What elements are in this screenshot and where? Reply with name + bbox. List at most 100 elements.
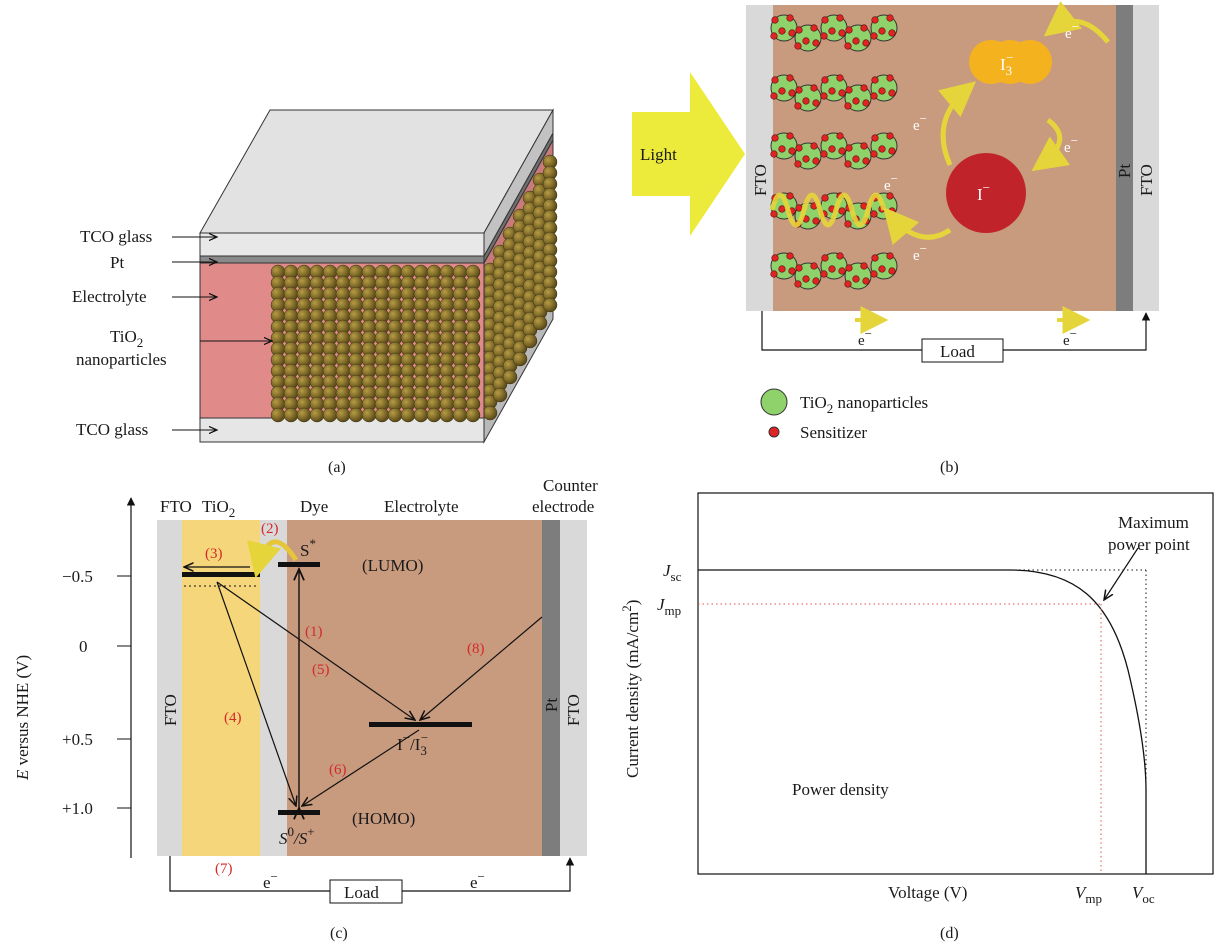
step-4: (4) [224,710,242,726]
sensitizer-dot [836,14,844,22]
label-tio2: TiO2 [110,327,143,350]
tick-label-c-3: +0.5 [62,730,93,749]
electron-b-2: e− [913,111,927,134]
sensitizer-dot [888,207,896,215]
pt-b [1116,5,1133,311]
fto-left-b [746,5,773,311]
jv-curve [698,569,1147,874]
sensitizer-dot [810,24,818,32]
redox-level [369,722,472,727]
sensitizer-dot [886,74,894,82]
fto-left-b-label: FTO [751,164,770,196]
sensitizer-dot [862,99,870,107]
sensitizer-dot [770,32,778,40]
sensitizer-dot [871,134,879,142]
panel-a: TCO glass Pt Electrolyte TiO2 nanopartic… [72,108,558,476]
triiodide-label: I3− [1000,50,1014,78]
sensitizer-dot [852,97,860,105]
step-5: (5) [312,662,330,678]
sensitizer-dot [836,132,844,140]
tio2-ball [322,407,338,423]
sensitizer-dot [821,16,829,24]
label-tco-top: TCO glass [80,227,152,246]
sensitizer-dot [778,205,786,213]
sensitizer-dot [802,37,810,45]
tio2-ball [482,405,498,421]
step-8: (8) [467,641,485,657]
tio2-ball [348,407,364,423]
sensitizer-dot [795,204,803,212]
top-glass-side [483,108,554,258]
sensitizer-dot [878,145,886,153]
sensitizer-dot [838,267,846,275]
arrow-4-recomb-dye [216,581,296,806]
sensitizer-dot [788,29,796,37]
label-electrolyte: Electrolyte [72,287,147,306]
x-axis-label-d: Voltage (V) [888,883,967,902]
sensitizer-dot [771,76,779,84]
homo-label: (HOMO) [352,809,415,828]
sensitizer-dot [786,14,794,22]
tio2-ball [452,407,468,423]
arrow-8-reduction [420,616,543,720]
sensitizer-dot [802,155,810,163]
sensitizer-dot [845,264,853,272]
sensitizer-dot [888,147,896,155]
sensitizer-dot [786,252,794,260]
sensitizer-dot [828,145,836,153]
sensitizer-dot [888,267,896,275]
tio2-ball [542,297,558,313]
step-7: (7) [215,861,233,877]
sensitizer-dot [771,16,779,24]
tio2-ball [465,407,481,423]
sensitizer-dot [870,270,878,278]
sensitizer-dot [778,87,786,95]
sensitizer-dot [878,27,886,35]
sensitizer-dot [886,192,894,200]
sensitizer-dot [838,207,846,215]
load-box-b [921,338,1004,363]
sensitizer-dot [836,74,844,82]
y-axis-label-d: Current density (mA/cm2) [619,600,642,778]
tio2-ball [413,407,429,423]
arrow-e-to-triiodide [1043,1,1110,44]
sensitizer-dot [886,14,894,22]
sensitizer-dot [786,132,794,140]
sensitizer-dot [860,262,868,270]
sensitizer-dot [821,76,829,84]
sensitizer-dot [820,32,828,40]
step-1: (1) [305,624,323,640]
sensitizer-dot [844,102,852,110]
sensitizer-dot [778,27,786,35]
header-fto: FTO [160,497,192,516]
sensitizer-dot [820,92,828,100]
arrow-triiodide-down [1031,117,1071,172]
tio2-ball [374,407,390,423]
electron-b-1: e− [1065,19,1079,42]
sensitizer-dot [778,265,786,273]
sensitizer-dot [860,142,868,150]
sensitizer-dot [778,145,786,153]
fto-right-b [1133,5,1159,311]
s-star-label: S* [300,536,316,560]
tio2-ball [512,351,528,367]
sensitizer-dot [794,280,802,288]
tio2-ball [309,407,325,423]
tio2-ball [400,407,416,423]
tio2-particle-rows [770,14,898,290]
s0-label: S0/S+ [279,824,315,848]
step-3: (3) [205,546,223,562]
plot-frame-d [697,492,1214,875]
sensitizer-dot [820,150,828,158]
header-tio2: TiO2 [202,497,235,520]
pt-region-c [542,520,560,856]
sensitizer-dot [870,150,878,158]
sensitizer-dot [844,160,852,168]
caption-a: (a) [328,459,346,476]
fto-right-c [560,520,587,856]
tio2-cb-level [182,572,260,577]
mpp-label-2: power point [1108,535,1190,554]
tio2-ball [361,407,377,423]
sensitizer-dot [794,102,802,110]
